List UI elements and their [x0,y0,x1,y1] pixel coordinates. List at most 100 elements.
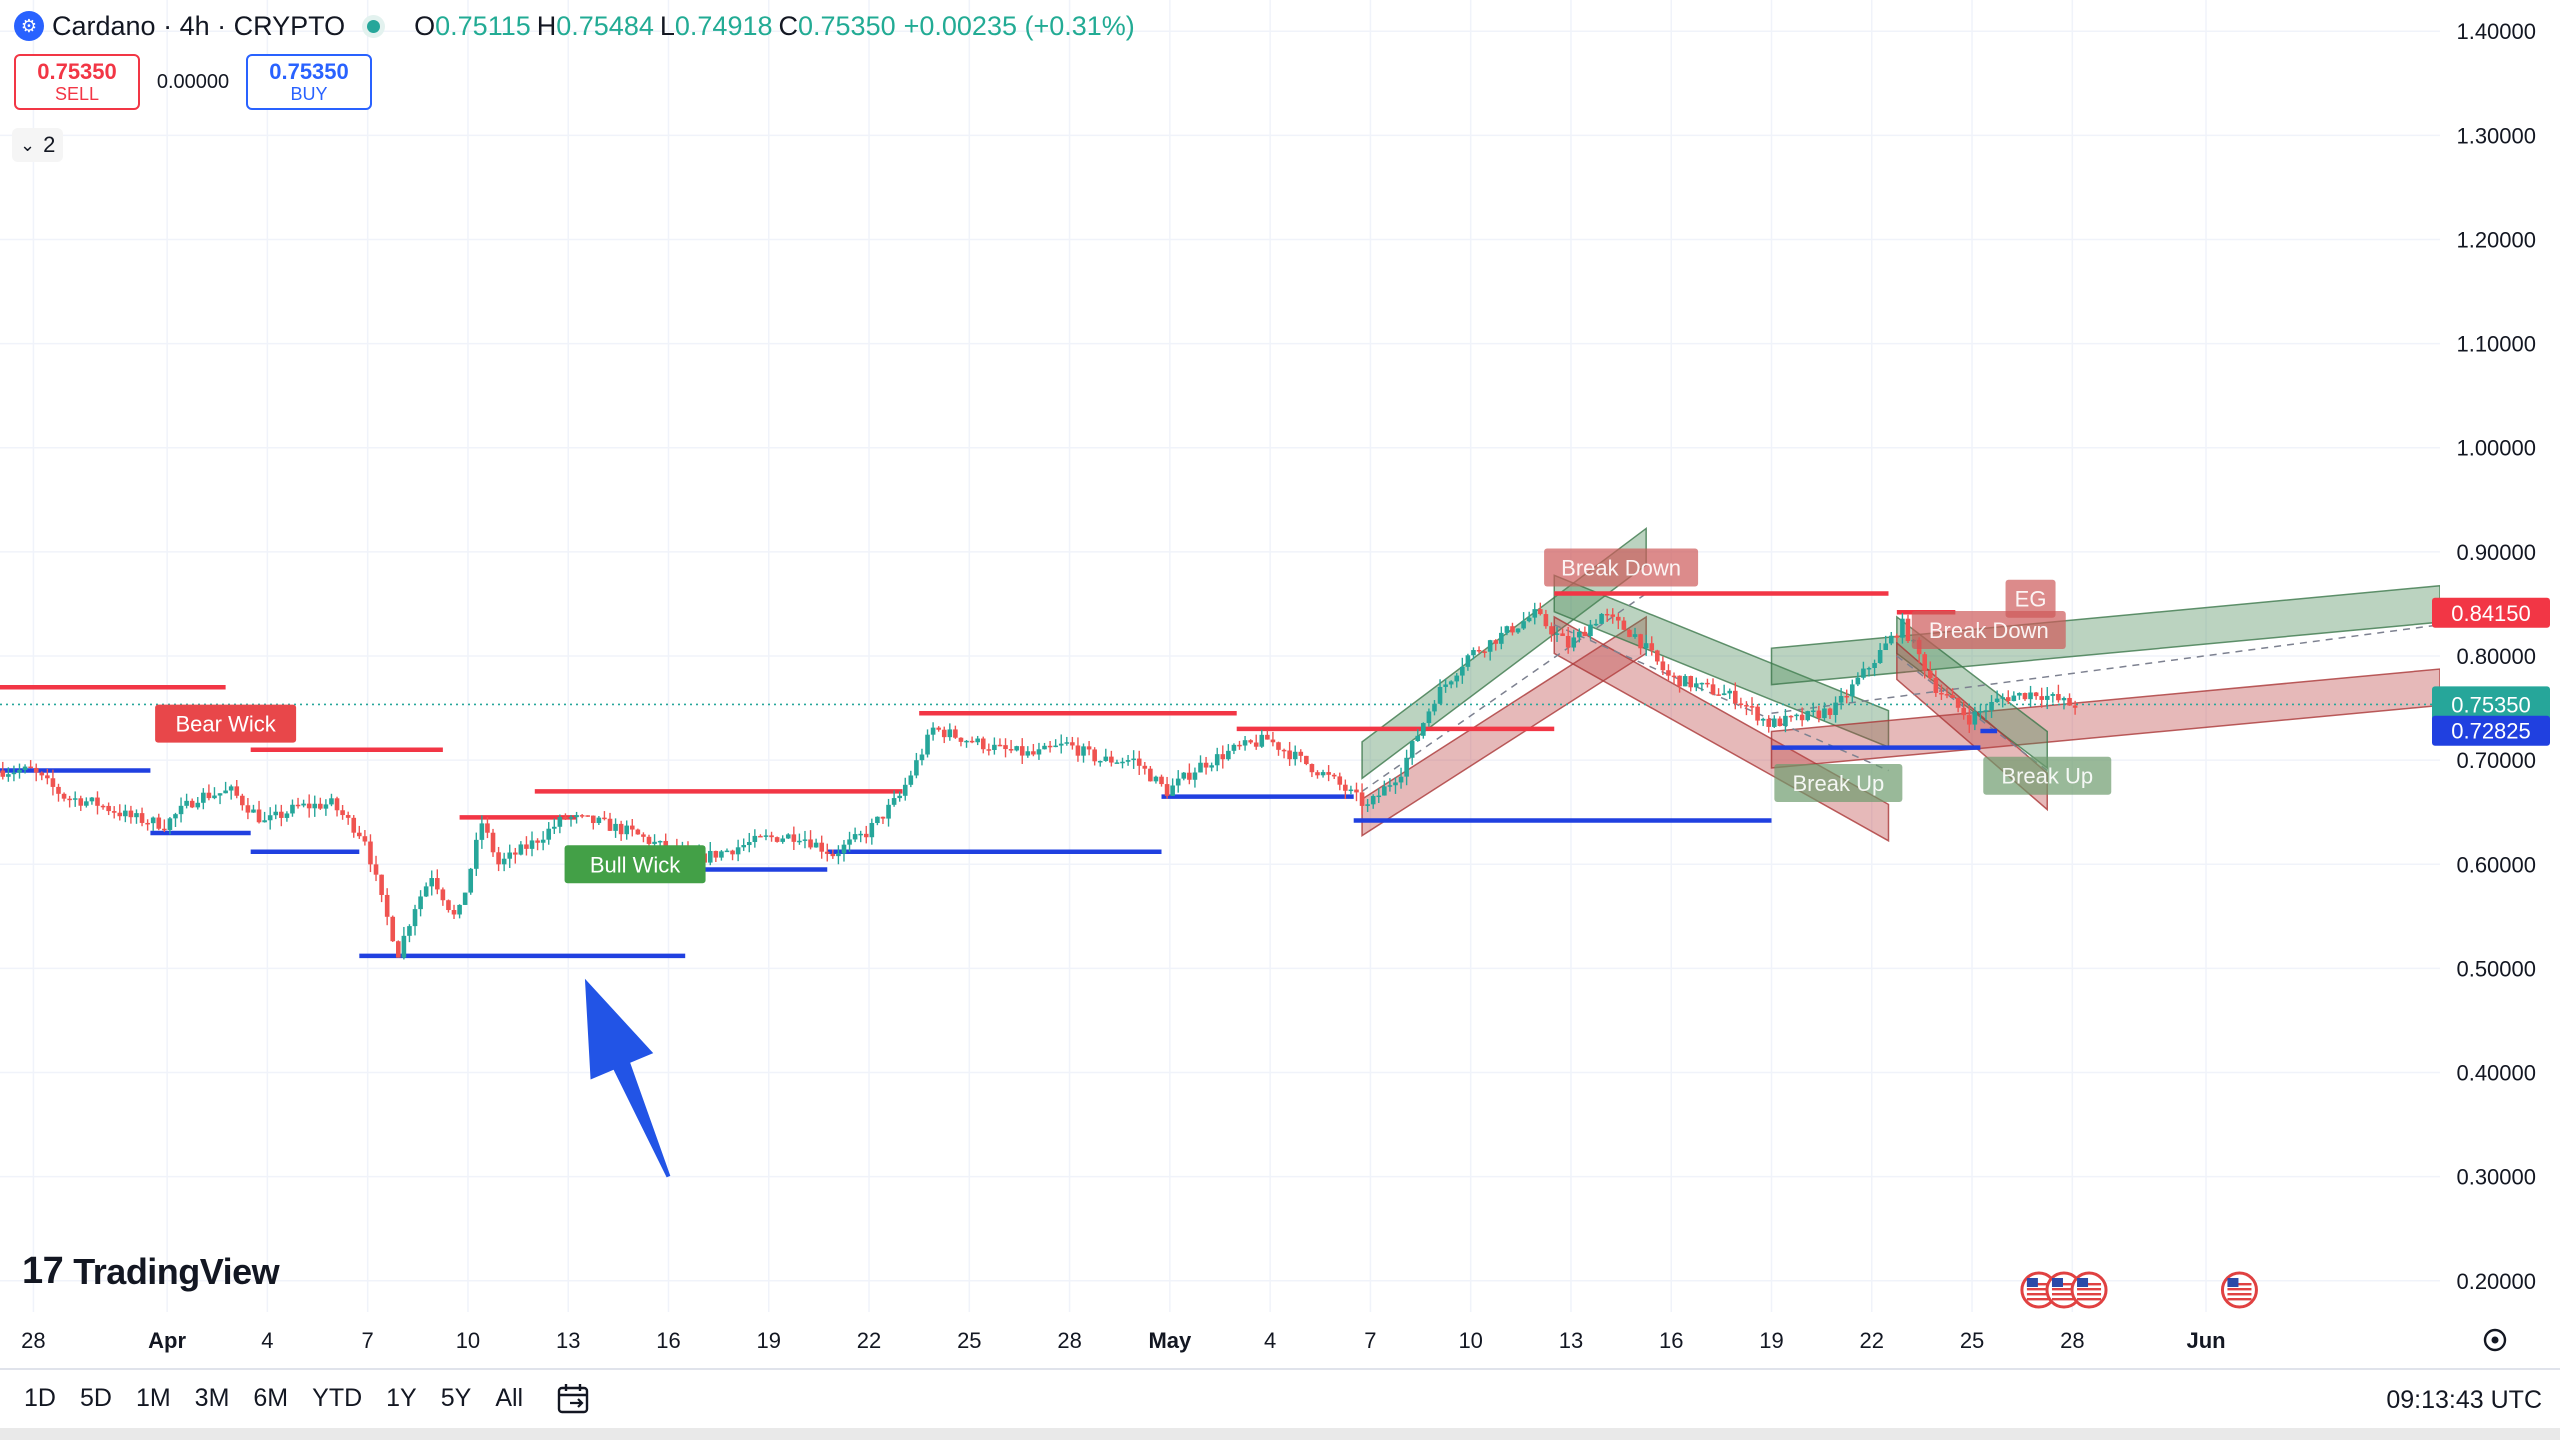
candle-down[interactable] [1638,634,1643,649]
candle-up[interactable] [847,839,852,845]
candle-down[interactable] [1827,708,1833,715]
candle-down[interactable] [234,786,240,796]
candle-up[interactable] [1114,762,1120,764]
candle-up[interactable] [908,775,914,785]
candle-up[interactable] [1721,693,1727,696]
candle-up[interactable] [2050,694,2056,696]
candle-down[interactable] [1476,650,1482,652]
candle-down[interactable] [306,803,312,809]
candle-up[interactable] [719,851,724,858]
candle-down[interactable] [1237,744,1242,747]
candle-up[interactable] [2011,695,2017,702]
candle-up[interactable] [763,835,769,837]
candle-up[interactable] [518,844,524,855]
candle-up[interactable] [1175,778,1181,786]
indicators-toggle-button[interactable]: ⌄ 2 [12,128,64,162]
candle-up[interactable] [418,896,423,910]
candle-up[interactable] [735,847,741,855]
range-button-5d[interactable]: 5D [79,1384,112,1412]
candle-up[interactable] [1838,695,1844,703]
candle-up[interactable] [1426,711,1432,724]
candle-up[interactable] [312,803,318,809]
candle-down[interactable] [1844,695,1850,698]
candle-down[interactable] [1933,677,1939,693]
candle-down[interactable] [111,811,117,813]
candle-down[interactable] [340,810,345,816]
candle-down[interactable] [390,916,396,942]
candle-down[interactable] [635,829,641,835]
candle-down[interactable] [1799,714,1805,721]
candle-up[interactable] [474,839,479,869]
candle-up[interactable] [1042,745,1047,750]
candle-up[interactable] [1515,628,1521,633]
candle-down[interactable] [1705,682,1710,685]
candle-down[interactable] [67,798,72,801]
candle-up[interactable] [1415,735,1421,742]
candle-down[interactable] [791,834,797,842]
candle-down[interactable] [45,775,50,779]
candle-up[interactable] [1532,609,1538,618]
candle-down[interactable] [1003,745,1008,750]
candle-down[interactable] [368,841,373,865]
candle-up[interactable] [1292,751,1298,760]
candle-down[interactable] [33,767,39,773]
candle-up[interactable] [407,926,412,936]
range-button-ytd[interactable]: YTD [312,1384,363,1412]
candle-down[interactable] [440,889,446,901]
candle-down[interactable] [206,792,212,799]
candle-down[interactable] [1955,697,1961,708]
candle-down[interactable] [1738,703,1744,706]
candle-down[interactable] [245,805,251,813]
candle-down[interactable] [535,840,540,843]
candle-up[interactable] [1170,785,1175,796]
candle-up[interactable] [891,798,897,805]
candle-up[interactable] [2000,697,2005,699]
symbol-title[interactable]: Cardano · 4h · CRYPTO [52,10,346,41]
candle-up[interactable] [1081,746,1086,756]
candle-up[interactable] [1783,715,1788,727]
candle-down[interactable] [1019,746,1025,756]
candle-down[interactable] [969,740,975,743]
candle-up[interactable] [1387,785,1393,787]
candle-up[interactable] [123,810,128,817]
candle-up[interactable] [1443,684,1448,687]
candle-up[interactable] [1226,750,1231,760]
candle-down[interactable] [1265,734,1270,740]
candle-down[interactable] [1944,694,1950,696]
candle-up[interactable] [707,850,713,863]
candle-up[interactable] [1872,663,1877,668]
candle-down[interactable] [2039,696,2044,700]
candle-down[interactable] [1276,742,1281,750]
candle-up[interactable] [886,804,891,819]
candle-down[interactable] [1905,618,1911,641]
candle-up[interactable] [1432,703,1437,712]
candle-down[interactable] [100,805,106,808]
candle-down[interactable] [1008,749,1014,751]
candle-down[interactable] [1248,740,1253,743]
candle-down[interactable] [602,817,607,820]
candle-up[interactable] [1404,757,1409,777]
candle-up[interactable] [1320,772,1326,776]
candle-down[interactable] [345,815,351,818]
candle-up[interactable] [741,845,746,848]
candle-down[interactable] [1666,670,1671,676]
economic-events[interactable] [2020,1271,2258,1309]
candle-up[interactable] [1577,631,1582,638]
range-button-6m[interactable]: 6M [253,1384,289,1412]
candlestick-series[interactable] [0,602,2078,960]
candle-up[interactable] [1097,760,1103,763]
candle-up[interactable] [1526,617,1532,622]
candle-up[interactable] [1888,635,1894,644]
candle-down[interactable] [1092,749,1097,762]
candle-down[interactable] [1616,616,1621,621]
candle-up[interactable] [596,817,602,824]
candle-down[interactable] [1655,650,1660,662]
candle-down[interactable] [1298,751,1304,756]
candle-down[interactable] [362,836,368,842]
candle-down[interactable] [1075,745,1081,756]
candle-up[interactable] [1771,718,1777,727]
candle-up[interactable] [1972,711,1978,725]
price-axis[interactable]: 1.40000 1.30000 1.20000 1.10000 1.00000 0.900… [2432,0,2560,1312]
candle-up[interactable] [551,826,557,829]
candle-up[interactable] [173,814,178,819]
